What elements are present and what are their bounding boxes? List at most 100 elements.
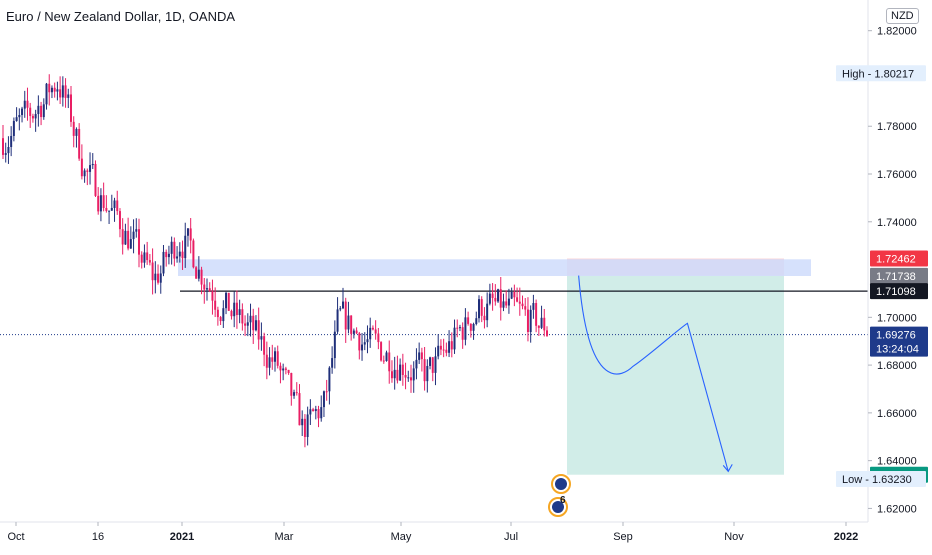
candle-body [18,115,21,118]
candle-body [192,240,195,268]
candle-body [521,303,524,307]
candle-body [211,291,214,301]
candle-body [227,292,230,311]
candle-body [276,351,279,366]
countdown-label: 13:24:04 [876,344,919,356]
candle-body [206,288,208,290]
projection-path [578,275,729,472]
candle-body [480,299,483,316]
candle-body [235,302,238,316]
candle-body [464,317,467,340]
candle-body [317,409,320,419]
entry-price-tag-bg [870,267,928,284]
candle-body [56,89,59,92]
candle-body [377,333,380,343]
candle-body [244,323,247,326]
candle-body [412,368,415,381]
candle-body [366,339,369,343]
candle-body [29,107,32,116]
candle-body [274,351,276,362]
candle-body [216,309,219,318]
x-tick-label: 2022 [834,531,858,543]
candle-body [513,291,516,298]
x-tick-label: Oct [7,531,24,543]
candle-body [146,252,149,261]
candle-body [461,327,464,340]
candle-body [472,323,475,331]
candle-body [165,251,168,258]
candle-body [178,251,181,257]
candle-body [86,170,89,172]
candle-body [12,120,15,136]
candle-body [494,297,497,302]
candle-body [70,94,72,122]
candle-body [322,391,325,408]
candle-body [75,128,78,136]
candle-body [67,94,70,98]
candle-body [333,331,336,359]
y-tick-label: 1.66000 [877,408,917,420]
candle-body [135,229,138,232]
event-count-badge: 6 [560,495,566,506]
candle-body [233,302,236,317]
candle-body [167,253,170,258]
candle-body [483,315,486,321]
candle-body [34,114,37,119]
candle-body [361,344,364,351]
candle-body [393,369,396,379]
candle-body [2,138,4,155]
candle-body [118,211,121,230]
candle-body [532,303,535,310]
candle-body [418,352,421,360]
candle-body [154,273,157,281]
candle-body [97,195,100,212]
candle-body [445,349,448,353]
candle-body [325,391,328,393]
candle-body [355,330,358,334]
candle-body [293,392,296,396]
event-flag-inner [552,501,564,513]
x-tick-label: Nov [724,531,744,543]
candle-body [347,315,350,330]
candle-body [282,368,285,371]
candle-body [83,170,86,177]
candle-body [314,409,317,412]
candle-body [138,229,140,255]
candle-body [40,105,43,118]
low-label-bg [836,471,926,488]
y-tick-label: 1.68000 [877,360,917,372]
candle-body [404,374,407,378]
x-tick-label: Jul [504,531,518,543]
x-tick-label: Mar [275,531,294,543]
candle-body [102,195,105,208]
candle-body [396,369,399,381]
candle-body [214,300,217,310]
y-tick-label: 1.82000 [877,26,917,38]
candle-body [518,301,521,304]
candle-body [431,357,434,373]
candle-body [4,153,7,155]
candle-body [42,104,45,118]
candle-body [94,163,97,196]
entry-price-tag: 1.71738 [876,271,916,283]
candle-body [306,414,309,438]
candle-body [399,364,402,381]
stop-price-tag-bg [870,250,928,267]
candle-body [129,239,132,249]
y-tick-label: 1.70000 [877,312,917,324]
candle-body [524,306,527,310]
candle-body [453,327,456,350]
candle-body [371,327,374,330]
high-label-bg [836,65,926,82]
candle-body [59,89,62,98]
candle-body [268,357,271,368]
candle-body [50,87,53,93]
candle-body [423,359,426,382]
candle-body [491,293,494,298]
current-price-tag-bg [870,326,928,357]
level-price-tag-bg [870,283,928,300]
candle-body [385,352,388,361]
currency-button[interactable]: NZD [886,8,919,24]
